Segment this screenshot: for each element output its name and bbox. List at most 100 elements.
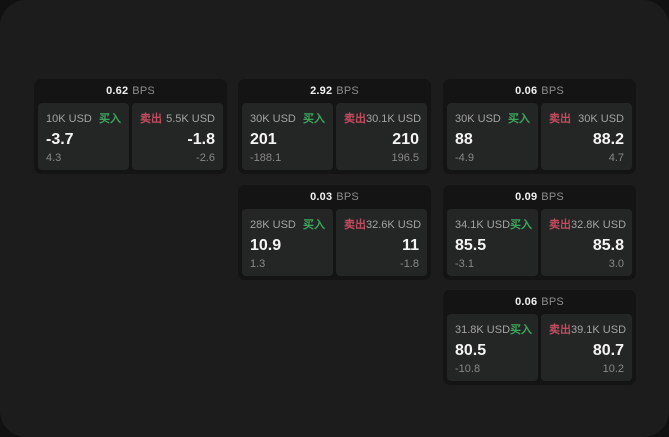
buy-top-row: 34.1K USD 买入 bbox=[455, 216, 533, 232]
buy-delta: -3.1 bbox=[455, 258, 474, 270]
sell-top-row: 卖出 39.1K USD bbox=[549, 321, 627, 337]
spread-card: 0.09 BPS 34.1K USD 买入 85.5 -3.1 卖出 32.8K … bbox=[443, 185, 636, 280]
sell-size-label: 5.5K USD bbox=[166, 113, 215, 125]
buy-top-row: 30K USD 买入 bbox=[455, 110, 530, 126]
spread-card: 0.62 BPS 10K USD 买入 -3.7 4.3 卖出 5.5K USD … bbox=[34, 79, 227, 174]
buy-top-row: 30K USD 买入 bbox=[250, 110, 325, 126]
buy-delta: 4.3 bbox=[46, 152, 62, 164]
buy-size-label: 30K USD bbox=[250, 113, 296, 125]
sell-top-row: 卖出 30K USD bbox=[549, 110, 624, 126]
buy-size-label: 34.1K USD bbox=[455, 219, 511, 231]
sell-panel[interactable]: 卖出 32.8K USD 85.8 3.0 bbox=[541, 209, 632, 276]
spread-card: 0.06 BPS 30K USD 买入 88 -4.9 卖出 30K USD 88… bbox=[443, 79, 636, 174]
bps-header: 0.09 BPS bbox=[443, 185, 636, 209]
bps-value: 2.92 bbox=[310, 85, 333, 97]
sell-top-row: 卖出 32.8K USD bbox=[549, 216, 627, 232]
buy-delta: 1.3 bbox=[250, 258, 266, 270]
bps-unit-label: BPS bbox=[541, 191, 564, 203]
buy-price: -3.7 bbox=[46, 130, 74, 148]
buy-delta: -188.1 bbox=[250, 152, 282, 164]
sell-size-label: 32.6K USD bbox=[366, 219, 422, 231]
bps-value: 0.03 bbox=[310, 191, 333, 203]
sell-delta: -1.8 bbox=[400, 258, 419, 270]
sell-top-row: 卖出 5.5K USD bbox=[140, 110, 215, 126]
buy-price: 88 bbox=[455, 130, 473, 148]
sell-delta: 196.5 bbox=[391, 152, 419, 164]
sell-price: 80.7 bbox=[592, 341, 624, 359]
sell-top-row: 卖出 30.1K USD bbox=[344, 110, 422, 126]
sell-side-label: 卖出 bbox=[549, 113, 571, 125]
buy-sell-panels: 28K USD 买入 10.9 1.3 卖出 32.6K USD 11 -1.8 bbox=[242, 209, 427, 276]
buy-delta: -10.8 bbox=[455, 363, 481, 375]
buy-top-row: 28K USD 买入 bbox=[250, 216, 325, 232]
sell-size-label: 30K USD bbox=[578, 113, 624, 125]
buy-sell-panels: 31.8K USD 买入 80.5 -10.8 卖出 39.1K USD 80.… bbox=[447, 314, 632, 381]
sell-delta: -2.6 bbox=[196, 152, 215, 164]
bps-value: 0.06 bbox=[515, 85, 538, 97]
buy-price: 85.5 bbox=[455, 236, 487, 254]
sell-delta: 4.7 bbox=[608, 152, 624, 164]
buy-panel[interactable]: 10K USD 买入 -3.7 4.3 bbox=[38, 103, 129, 170]
sell-side-label: 卖出 bbox=[549, 219, 571, 231]
buy-sell-panels: 30K USD 买入 201 -188.1 卖出 30.1K USD 210 1… bbox=[242, 103, 427, 170]
bps-unit-label: BPS bbox=[132, 85, 155, 97]
buy-panel[interactable]: 31.8K USD 买入 80.5 -10.8 bbox=[447, 314, 538, 381]
sell-size-label: 32.8K USD bbox=[571, 219, 627, 231]
buy-panel[interactable]: 30K USD 买入 201 -188.1 bbox=[242, 103, 333, 170]
sell-panel[interactable]: 卖出 5.5K USD -1.8 -2.6 bbox=[132, 103, 223, 170]
buy-price: 201 bbox=[250, 130, 277, 148]
sell-price: 88.2 bbox=[592, 130, 624, 148]
spread-card: 2.92 BPS 30K USD 买入 201 -188.1 卖出 30.1K U… bbox=[238, 79, 431, 174]
sell-side-label: 卖出 bbox=[140, 113, 162, 125]
buy-side-label: 买入 bbox=[508, 113, 530, 125]
buy-size-label: 10K USD bbox=[46, 113, 92, 125]
buy-size-label: 28K USD bbox=[250, 219, 296, 231]
buy-size-label: 30K USD bbox=[455, 113, 501, 125]
bps-unit-label: BPS bbox=[336, 191, 359, 203]
sell-delta: 3.0 bbox=[608, 258, 624, 270]
sell-price: 210 bbox=[392, 130, 419, 148]
bps-value: 0.06 bbox=[515, 296, 538, 308]
buy-price: 80.5 bbox=[455, 341, 487, 359]
bps-header: 0.03 BPS bbox=[238, 185, 431, 209]
bps-header: 0.62 BPS bbox=[34, 79, 227, 103]
buy-side-label: 买入 bbox=[510, 324, 533, 336]
buy-side-label: 买入 bbox=[99, 113, 121, 125]
bps-value: 0.09 bbox=[515, 191, 538, 203]
buy-top-row: 10K USD 买入 bbox=[46, 110, 121, 126]
sell-panel[interactable]: 卖出 30K USD 88.2 4.7 bbox=[541, 103, 632, 170]
buy-panel[interactable]: 28K USD 买入 10.9 1.3 bbox=[242, 209, 333, 276]
bps-unit-label: BPS bbox=[336, 85, 359, 97]
sell-side-label: 卖出 bbox=[549, 324, 571, 336]
buy-side-label: 买入 bbox=[303, 113, 325, 125]
sell-price: 11 bbox=[402, 236, 419, 254]
sell-price: 85.8 bbox=[592, 236, 624, 254]
spread-card: 0.06 BPS 31.8K USD 买入 80.5 -10.8 卖出 39.1K… bbox=[443, 290, 636, 385]
bps-header: 0.06 BPS bbox=[443, 79, 636, 103]
buy-top-row: 31.8K USD 买入 bbox=[455, 321, 533, 337]
buy-panel[interactable]: 34.1K USD 买入 85.5 -3.1 bbox=[447, 209, 538, 276]
buy-delta: -4.9 bbox=[455, 152, 474, 164]
sell-size-label: 39.1K USD bbox=[571, 324, 627, 336]
buy-size-label: 31.8K USD bbox=[455, 324, 511, 336]
sell-size-label: 30.1K USD bbox=[366, 113, 422, 125]
sell-panel[interactable]: 卖出 39.1K USD 80.7 10.2 bbox=[541, 314, 632, 381]
sell-side-label: 卖出 bbox=[344, 219, 366, 231]
spread-card: 0.03 BPS 28K USD 买入 10.9 1.3 卖出 32.6K USD… bbox=[238, 185, 431, 280]
bps-value: 0.62 bbox=[106, 85, 129, 97]
sell-top-row: 卖出 32.6K USD bbox=[344, 216, 422, 232]
buy-sell-panels: 10K USD 买入 -3.7 4.3 卖出 5.5K USD -1.8 -2.… bbox=[38, 103, 223, 170]
buy-price: 10.9 bbox=[250, 236, 282, 254]
bps-unit-label: BPS bbox=[541, 296, 564, 308]
sell-panel[interactable]: 卖出 30.1K USD 210 196.5 bbox=[336, 103, 427, 170]
sell-panel[interactable]: 卖出 32.6K USD 11 -1.8 bbox=[336, 209, 427, 276]
buy-sell-panels: 34.1K USD 买入 85.5 -3.1 卖出 32.8K USD 85.8… bbox=[447, 209, 632, 276]
buy-panel[interactable]: 30K USD 买入 88 -4.9 bbox=[447, 103, 538, 170]
bps-header: 0.06 BPS bbox=[443, 290, 636, 314]
buy-side-label: 买入 bbox=[303, 219, 325, 231]
bps-header: 2.92 BPS bbox=[238, 79, 431, 103]
buy-sell-panels: 30K USD 买入 88 -4.9 卖出 30K USD 88.2 4.7 bbox=[447, 103, 632, 170]
bps-unit-label: BPS bbox=[541, 85, 564, 97]
buy-side-label: 买入 bbox=[510, 219, 533, 231]
